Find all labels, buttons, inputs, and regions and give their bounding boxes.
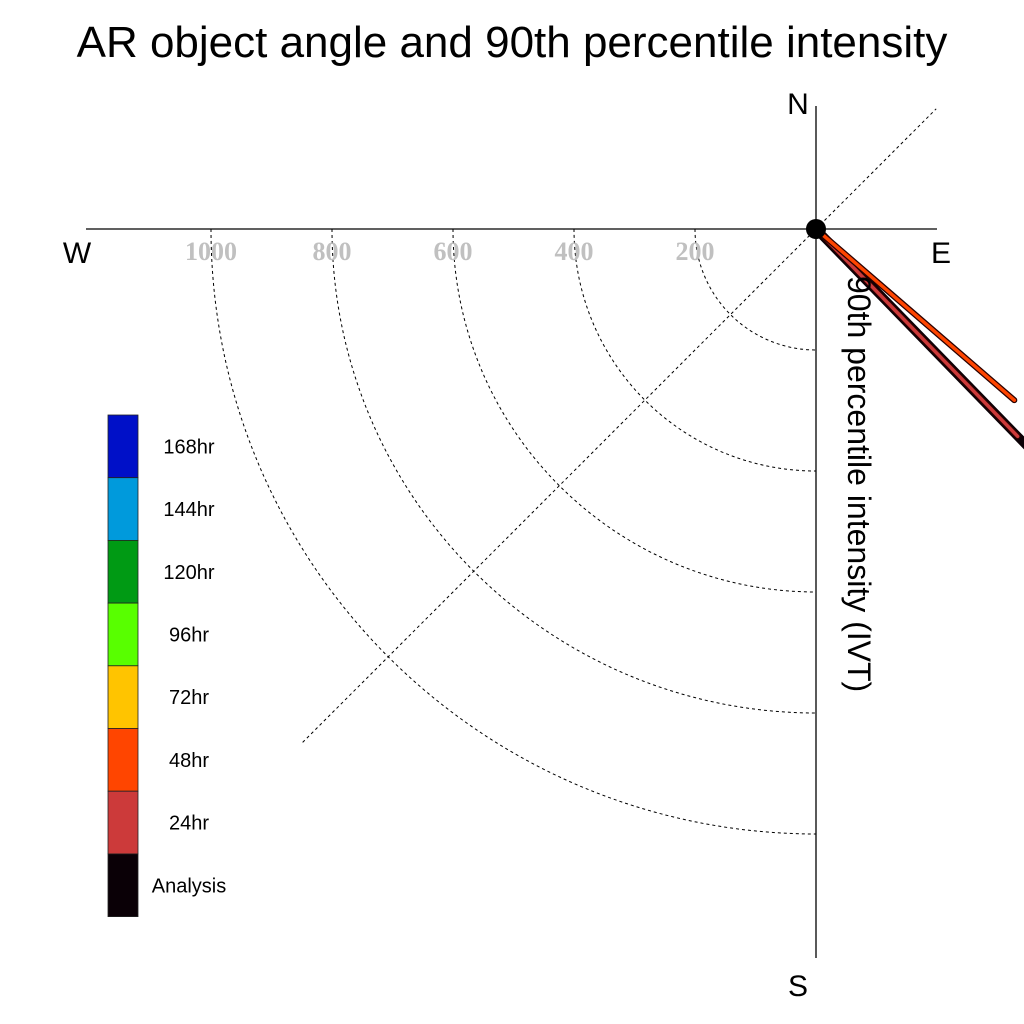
tick-label-200: 200 [676, 237, 715, 266]
legend-label-144hr: 144hr [163, 499, 214, 521]
legend: 168hr 144hr 120hr 96hr 72hr 48hr 24hr Analysis [107, 414, 226, 918]
grid-arc-200 [694, 228, 817, 351]
south-label: S [788, 970, 808, 1003]
legend-label-analysis: Analysis [152, 875, 226, 897]
legend-swatch-96hr [107, 602, 139, 667]
legend-swatch-144hr [107, 477, 139, 541]
legend-swatch-168hr [107, 414, 139, 479]
north-label: N [787, 88, 809, 121]
tick-label-400: 400 [555, 237, 594, 266]
legend-label-168hr: 168hr [163, 436, 214, 458]
grid-arc-1000 [210, 228, 817, 835]
legend-swatch-48hr [107, 728, 139, 792]
east-label: E [931, 237, 951, 270]
series-line-24hr [814, 227, 1020, 439]
legend-swatch-analysis [107, 853, 139, 918]
series-lines [811, 224, 1024, 450]
legend-label-24hr: 24hr [169, 813, 209, 835]
diagonal-reference-line [302, 108, 937, 743]
legend-label-120hr: 120hr [163, 562, 214, 584]
chart-title: AR object angle and 90th percentile inte… [77, 18, 948, 67]
y-axis-label: 90th percentile intensity (IVT) [841, 276, 877, 692]
tick-label-1000: 1000 [185, 237, 237, 266]
origin-marker [806, 219, 826, 239]
legend-swatch-24hr [107, 790, 139, 855]
tick-label-600: 600 [434, 237, 473, 266]
series-line-48hr [814, 227, 1017, 402]
grid-arc-400 [573, 228, 817, 472]
legend-label-96hr: 96hr [169, 624, 209, 646]
west-label: W [63, 237, 92, 270]
radial-tick-labels: 200 400 600 800 1000 [185, 237, 715, 266]
legend-label-48hr: 48hr [169, 750, 209, 772]
tick-label-800: 800 [313, 237, 352, 266]
legend-swatch-120hr [107, 540, 139, 604]
legend-label-72hr: 72hr [169, 687, 209, 709]
grid-arc-600 [452, 228, 817, 593]
legend-swatch-72hr [107, 665, 139, 729]
grid [210, 108, 937, 835]
